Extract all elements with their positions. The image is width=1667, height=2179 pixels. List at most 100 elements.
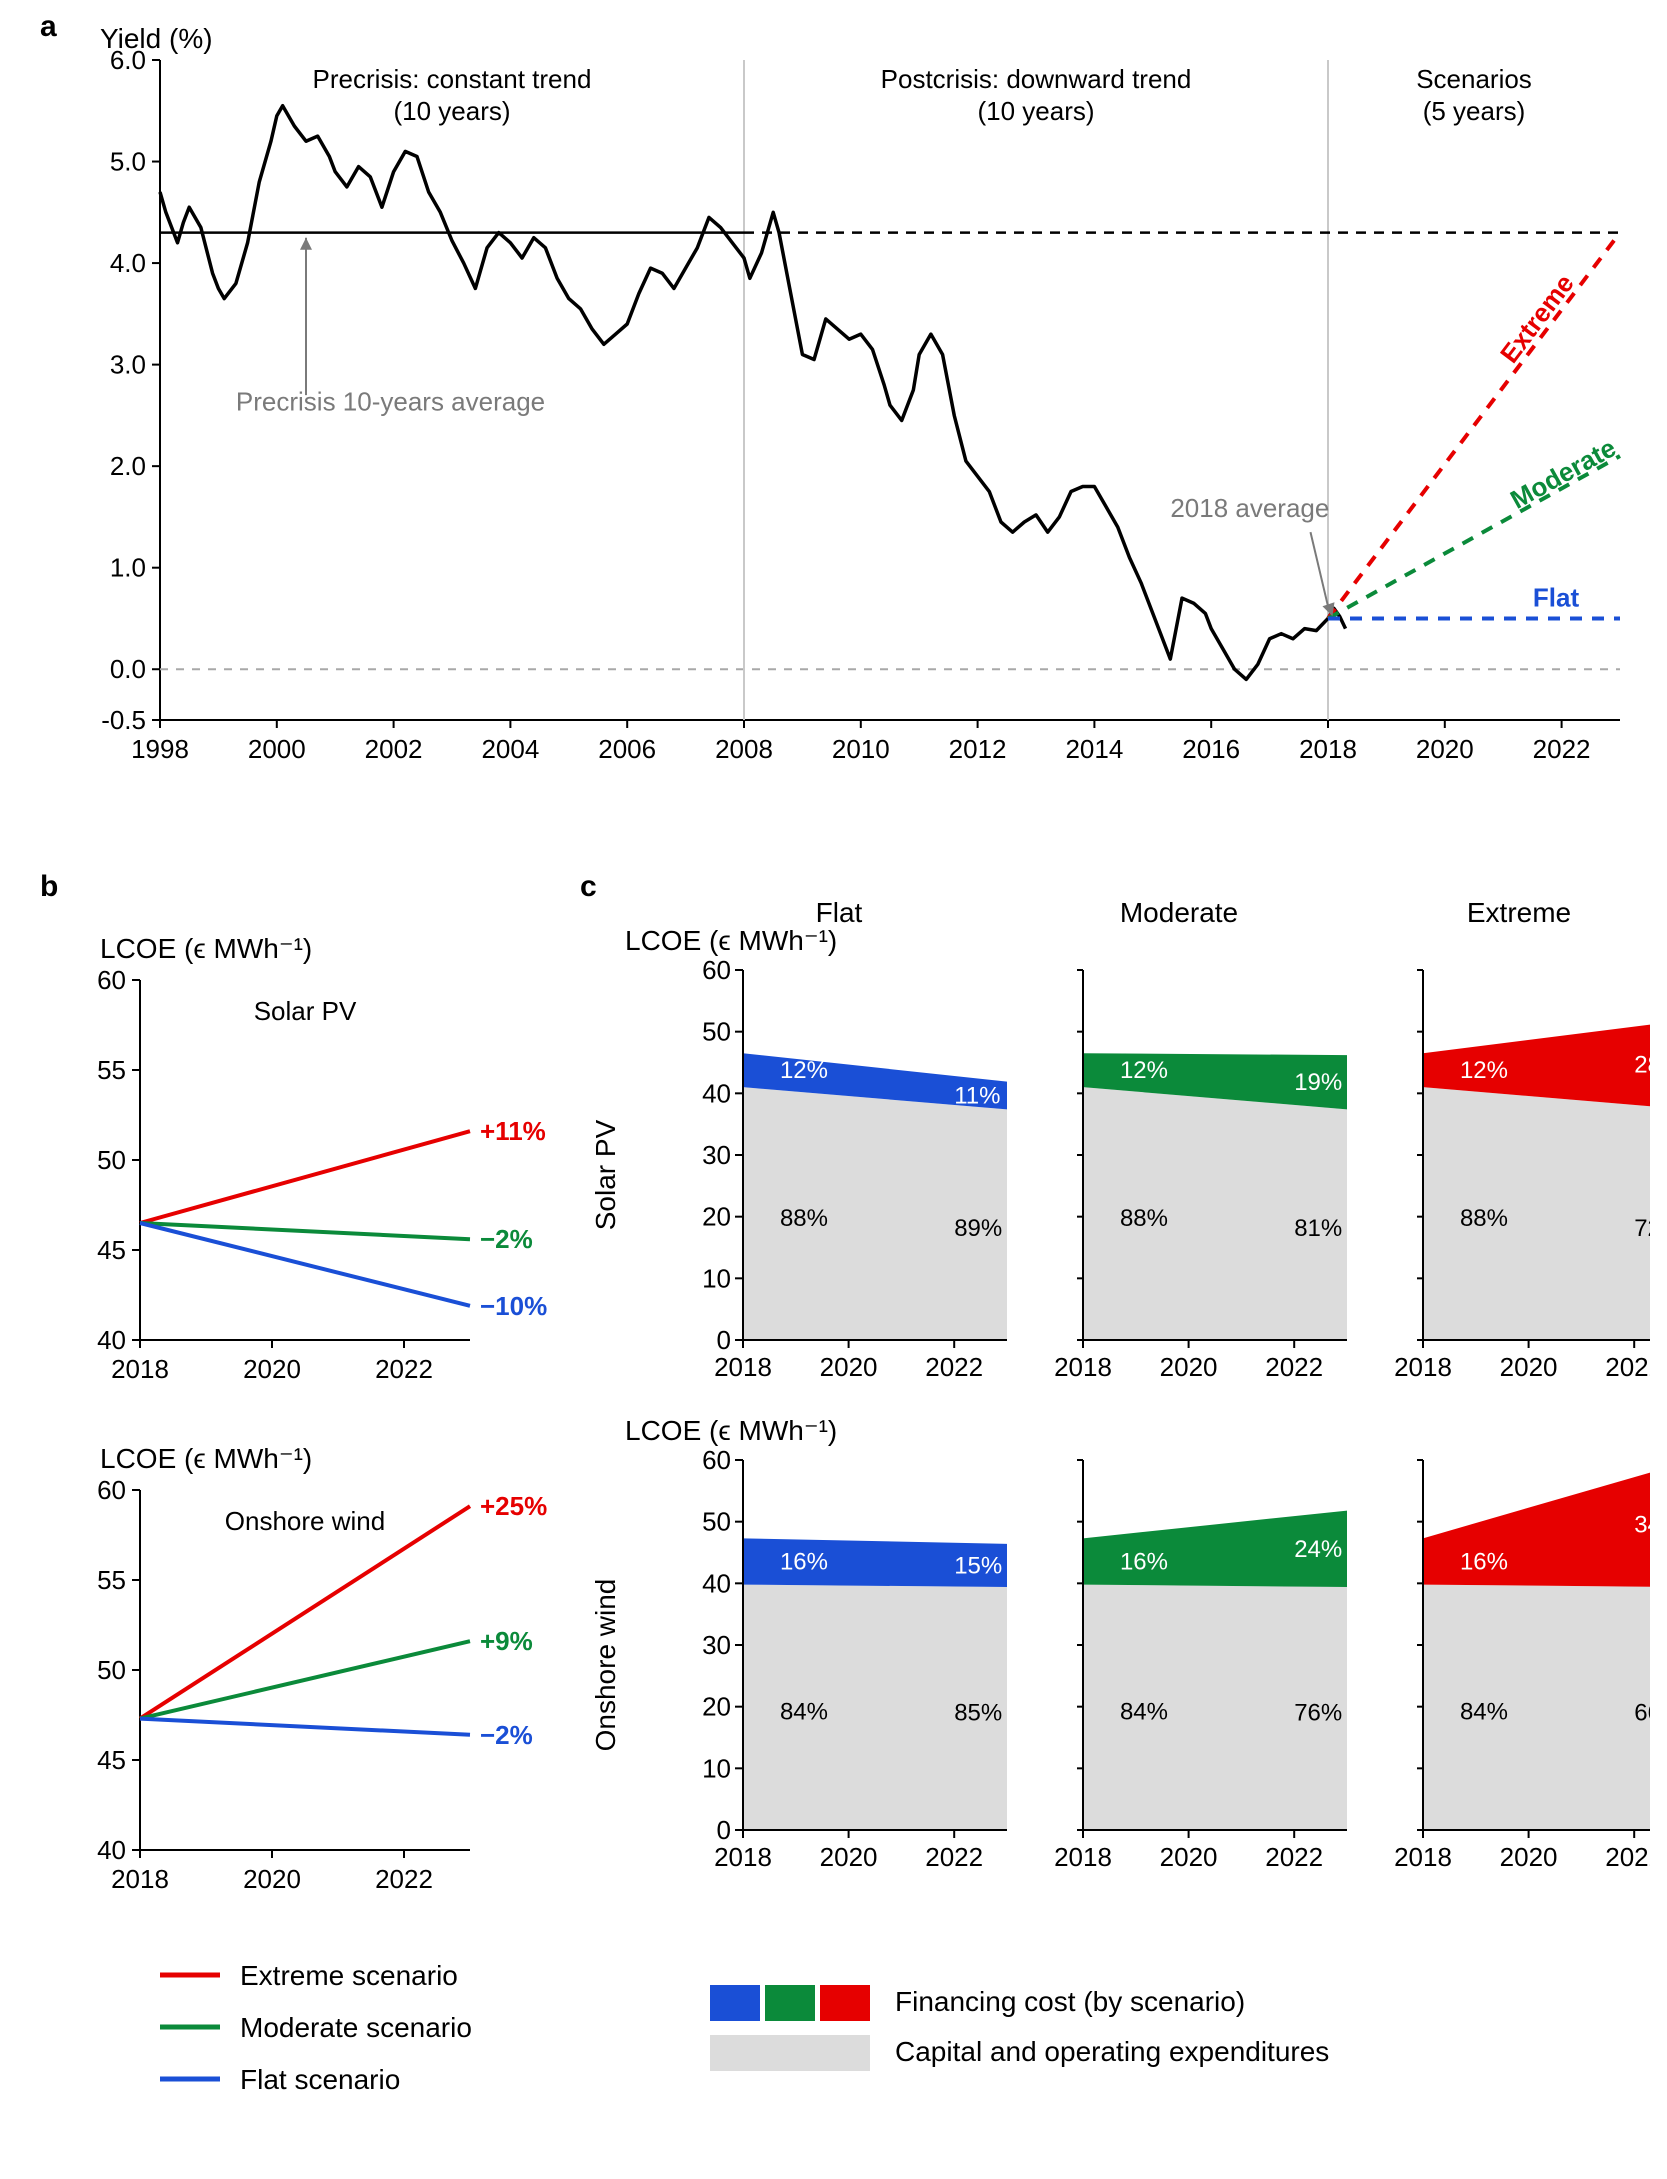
svg-text:2018: 2018 <box>1394 1352 1452 1382</box>
svg-text:0: 0 <box>717 1815 731 1845</box>
svg-text:2018: 2018 <box>1299 734 1357 764</box>
svg-text:(10 years): (10 years) <box>977 96 1094 126</box>
svg-text:50: 50 <box>702 1507 731 1537</box>
panel-c-label: c <box>580 870 597 904</box>
svg-text:2020: 2020 <box>820 1842 878 1872</box>
svg-text:24%: 24% <box>1294 1536 1342 1563</box>
svg-text:2.0: 2.0 <box>110 451 146 481</box>
svg-text:−10%: −10% <box>480 1291 547 1321</box>
svg-text:66%: 66% <box>1634 1700 1650 1727</box>
svg-text:3.0: 3.0 <box>110 350 146 380</box>
svg-text:34%: 34% <box>1634 1511 1650 1538</box>
svg-text:2018: 2018 <box>1054 1842 1112 1872</box>
svg-text:2020: 2020 <box>1160 1842 1218 1872</box>
svg-text:2022: 2022 <box>1605 1352 1650 1382</box>
svg-text:2010: 2010 <box>832 734 890 764</box>
svg-text:LCOE (ϵ MWh⁻¹): LCOE (ϵ MWh⁻¹) <box>100 1443 312 1474</box>
svg-text:84%: 84% <box>1120 1699 1168 1726</box>
svg-text:+9%: +9% <box>480 1626 533 1656</box>
panel-b-legend: Extreme scenarioModerate scenarioFlat sc… <box>150 1955 590 2135</box>
svg-text:Moderate: Moderate <box>1505 432 1621 514</box>
svg-text:Solar PV: Solar PV <box>254 996 357 1026</box>
svg-text:50: 50 <box>97 1655 126 1685</box>
svg-text:Capital and operating expendit: Capital and operating expenditures <box>895 2036 1329 2067</box>
svg-text:2020: 2020 <box>1500 1842 1558 1872</box>
svg-text:10: 10 <box>702 1263 731 1293</box>
svg-text:2022: 2022 <box>1605 1842 1650 1872</box>
panel-c-legend: Financing cost (by scenario) Capital and … <box>700 1975 1600 2115</box>
svg-text:2022: 2022 <box>375 1354 433 1384</box>
svg-text:LCOE (ϵ MWh⁻¹): LCOE (ϵ MWh⁻¹) <box>625 925 837 956</box>
svg-text:2022: 2022 <box>375 1864 433 1894</box>
svg-text:2018: 2018 <box>714 1352 772 1382</box>
svg-text:6.0: 6.0 <box>110 45 146 75</box>
svg-text:2022: 2022 <box>1533 734 1591 764</box>
svg-text:2020: 2020 <box>820 1352 878 1382</box>
svg-text:40: 40 <box>702 1078 731 1108</box>
svg-text:Extreme: Extreme <box>1494 269 1580 369</box>
svg-text:Financing cost (by scenario): Financing cost (by scenario) <box>895 1986 1245 2017</box>
svg-text:+25%: +25% <box>480 1491 547 1521</box>
svg-text:Solar PV: Solar PV <box>590 1119 621 1230</box>
svg-text:Flat: Flat <box>1533 582 1580 612</box>
svg-text:55: 55 <box>97 1055 126 1085</box>
svg-text:45: 45 <box>97 1235 126 1265</box>
svg-text:55: 55 <box>97 1565 126 1595</box>
svg-text:50: 50 <box>97 1145 126 1175</box>
panel-a-label: a <box>40 10 57 44</box>
svg-text:50: 50 <box>702 1017 731 1047</box>
panel-b-solar-chart: LCOE (ϵ MWh⁻¹)4045505560201820202022Sola… <box>70 920 560 1400</box>
panel-b-label: b <box>40 870 58 904</box>
svg-text:2020: 2020 <box>1416 734 1474 764</box>
svg-text:40: 40 <box>97 1835 126 1865</box>
svg-text:−2%: −2% <box>480 1720 533 1750</box>
svg-text:2018: 2018 <box>111 1864 169 1894</box>
panel-b-wind-chart: LCOE (ϵ MWh⁻¹)4045505560201820202022Onsh… <box>70 1430 560 1910</box>
svg-text:+11%: +11% <box>480 1116 546 1146</box>
svg-text:2022: 2022 <box>1265 1842 1323 1872</box>
svg-text:85%: 85% <box>954 1700 1002 1727</box>
svg-text:Scenarios: Scenarios <box>1416 64 1532 94</box>
svg-text:2018: 2018 <box>1394 1842 1452 1872</box>
svg-text:-0.5: -0.5 <box>101 705 146 735</box>
svg-text:2006: 2006 <box>598 734 656 764</box>
svg-text:16%: 16% <box>1120 1548 1168 1575</box>
svg-text:2016: 2016 <box>1182 734 1240 764</box>
svg-text:Extreme scenario: Extreme scenario <box>240 1960 458 1991</box>
svg-text:1998: 1998 <box>131 734 189 764</box>
svg-text:2022: 2022 <box>925 1842 983 1872</box>
svg-text:4.0: 4.0 <box>110 248 146 278</box>
svg-text:16%: 16% <box>1460 1548 1508 1575</box>
svg-text:60: 60 <box>702 1445 731 1475</box>
svg-text:Extreme: Extreme <box>1467 900 1571 928</box>
svg-text:40: 40 <box>702 1568 731 1598</box>
svg-text:88%: 88% <box>780 1205 828 1232</box>
svg-text:12%: 12% <box>780 1057 828 1084</box>
svg-text:2022: 2022 <box>1265 1352 1323 1382</box>
svg-text:0.0: 0.0 <box>110 654 146 684</box>
svg-text:Moderate scenario: Moderate scenario <box>240 2012 472 2043</box>
svg-text:2018 average: 2018 average <box>1170 493 1329 523</box>
svg-text:Precrisis 10-years average: Precrisis 10-years average <box>236 386 545 416</box>
svg-text:30: 30 <box>702 1140 731 1170</box>
svg-text:(10 years): (10 years) <box>393 96 510 126</box>
svg-text:72%: 72% <box>1634 1215 1650 1242</box>
svg-text:2014: 2014 <box>1065 734 1123 764</box>
svg-text:2020: 2020 <box>1500 1352 1558 1382</box>
svg-text:2008: 2008 <box>715 734 773 764</box>
svg-text:2020: 2020 <box>243 1354 301 1384</box>
svg-text:2020: 2020 <box>1160 1352 1218 1382</box>
svg-text:Onshore wind: Onshore wind <box>225 1506 385 1536</box>
svg-text:Moderate: Moderate <box>1120 900 1238 928</box>
svg-text:2002: 2002 <box>365 734 423 764</box>
svg-text:−2%: −2% <box>480 1224 533 1254</box>
svg-text:10: 10 <box>702 1753 731 1783</box>
svg-text:2020: 2020 <box>243 1864 301 1894</box>
svg-text:2018: 2018 <box>1054 1352 1112 1382</box>
svg-text:2018: 2018 <box>111 1354 169 1384</box>
svg-text:2000: 2000 <box>248 734 306 764</box>
svg-text:28%: 28% <box>1634 1052 1650 1079</box>
svg-text:60: 60 <box>97 965 126 995</box>
svg-text:2018: 2018 <box>714 1842 772 1872</box>
svg-text:12%: 12% <box>1460 1057 1508 1084</box>
